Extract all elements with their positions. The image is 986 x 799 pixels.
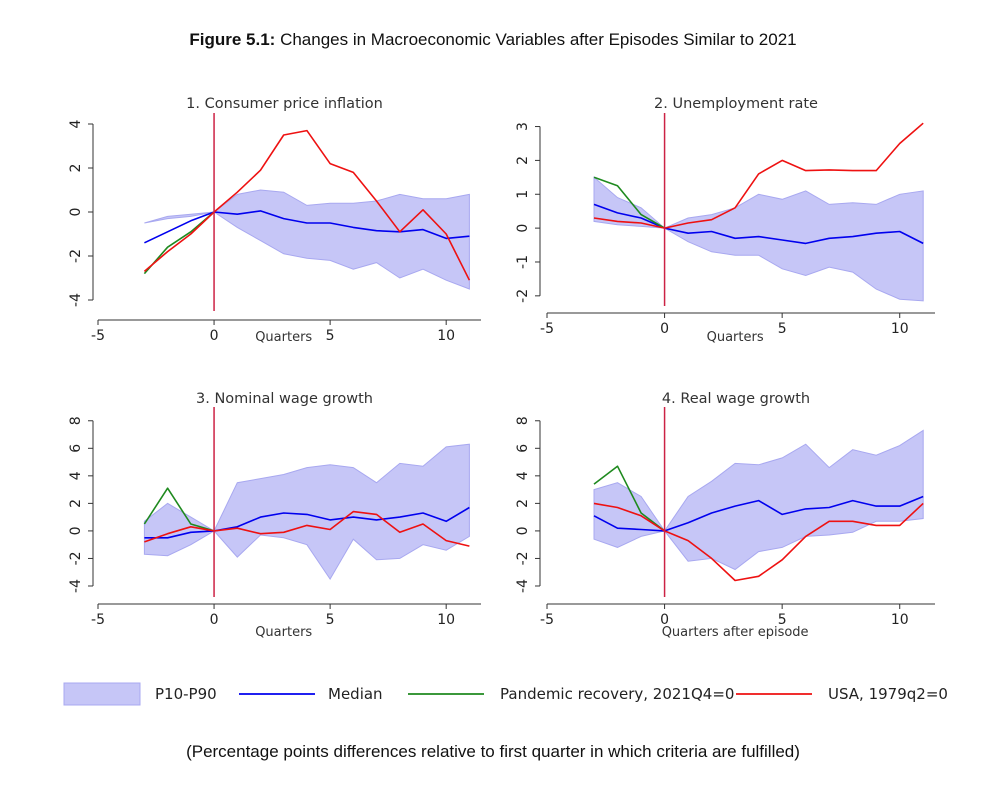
series-usa (593, 122, 924, 229)
series-pandemic-recovery (593, 176, 665, 229)
series-pandemic-recovery (143, 487, 215, 532)
y-tick-label: -1 (515, 255, 531, 269)
x-tick-label: 10 (891, 612, 909, 628)
panel-title: 2. Unemployment rate (654, 96, 818, 112)
y-tick-label: 2 (68, 499, 84, 508)
x-tick-label: -5 (540, 612, 554, 628)
legend-item-1: P10-P90 (63, 682, 217, 706)
panel-3: -4 -2 0 2 4 6 8 -5 0 5 10 3. Nominal wage growth Qua… (68, 391, 481, 640)
y-tick-label: 0 (515, 224, 531, 233)
y-tick-label: -4 (68, 293, 84, 307)
y-tick-label: -2 (68, 249, 84, 263)
y-tick-label: -2 (515, 289, 531, 303)
y-tick-label: 1 (515, 190, 531, 199)
x-tick-label: 10 (437, 612, 455, 628)
x-tick-label: 10 (891, 321, 909, 337)
footnote: (Percentage points differences relative … (186, 742, 800, 761)
panel-title: 3. Nominal wage growth (196, 391, 373, 407)
legend-item-2: Median (239, 685, 383, 703)
x-tick-label: -5 (91, 328, 105, 344)
y-tick-label: 6 (68, 444, 84, 453)
panel-title: 4. Real wage growth (662, 391, 810, 407)
y-tick-label: -4 (68, 579, 84, 593)
series-median (144, 210, 470, 244)
legend-label: P10-P90 (155, 685, 217, 703)
y-tick-label: -2 (515, 551, 531, 565)
band-p10-p90 (144, 189, 470, 290)
x-tick-label: 0 (210, 328, 219, 344)
legend-label: Median (328, 685, 383, 703)
x-tick-label: 5 (326, 328, 335, 344)
panel-title: 1. Consumer price inflation (186, 96, 383, 112)
figure-title-text: Changes in Macroeconomic Variables after… (275, 30, 797, 49)
y-tick-label: 4 (68, 119, 84, 128)
y-tick-label: 4 (68, 471, 84, 480)
y-tick-label: 4 (515, 471, 531, 480)
x-axis-label: Quarters (255, 625, 312, 640)
legend-item-3: Pandemic recovery, 2021Q4=0 (408, 685, 734, 703)
legend-swatch (63, 682, 141, 706)
y-tick-label: 2 (515, 499, 531, 508)
x-tick-label: 0 (660, 612, 669, 628)
panel-2: -2 -1 0 1 2 3 -5 0 5 10 2. Unemployment rate Quarte… (515, 96, 935, 345)
y-tick-label: 0 (68, 526, 84, 535)
x-tick-label: -5 (91, 612, 105, 628)
y-tick-label: -2 (68, 551, 84, 565)
series-pandemic-recovery (593, 465, 666, 532)
x-tick-label: 0 (660, 321, 669, 337)
x-axis-label: Quarters (255, 330, 312, 345)
y-tick-label: 0 (515, 526, 531, 535)
x-tick-label: 5 (778, 612, 787, 628)
x-tick-label: 5 (778, 321, 787, 337)
y-tick-label: -4 (515, 579, 531, 593)
figure-title-bold: Figure 5.1: (189, 30, 276, 49)
y-tick-label: 2 (515, 156, 531, 165)
y-tick-label: 6 (515, 444, 531, 453)
series-median (593, 495, 924, 532)
legend-item-4: USA, 1979q2=0 (736, 685, 948, 703)
series-usa (143, 129, 471, 281)
series-usa (593, 502, 924, 582)
series-median (144, 506, 470, 539)
legend-label: USA, 1979q2=0 (828, 685, 948, 703)
x-axis-label: Quarters (707, 330, 764, 345)
y-tick-label: 0 (68, 208, 84, 217)
y-tick-label: 8 (515, 416, 531, 425)
y-tick-label: 2 (68, 164, 84, 173)
y-tick-label: 8 (68, 416, 84, 425)
x-tick-label: 5 (326, 612, 335, 628)
x-tick-label: -5 (540, 321, 554, 337)
panel-1: -4 -2 0 2 4 -5 0 5 10 1. Consumer price inflation… (68, 96, 481, 345)
series-median (593, 203, 924, 245)
legend: P10-P90 Median Pandemic recovery, 2021Q4=0… (63, 682, 948, 706)
band-p10-p90 (593, 176, 924, 302)
figure-title: Figure 5.1: Changes in Macroeconomic Var… (0, 30, 986, 50)
y-tick-label: 3 (515, 122, 531, 131)
x-tick-label: 10 (437, 328, 455, 344)
band-p10-p90 (143, 443, 470, 581)
series-usa (144, 510, 470, 547)
legend-label: Pandemic recovery, 2021Q4=0 (500, 685, 734, 703)
x-tick-label: 0 (210, 612, 219, 628)
x-axis-label: Quarters after episode (662, 625, 809, 640)
panel-4: -4 -2 0 2 4 6 8 -5 0 5 10 4. Real wage growth Quarte… (515, 391, 935, 640)
